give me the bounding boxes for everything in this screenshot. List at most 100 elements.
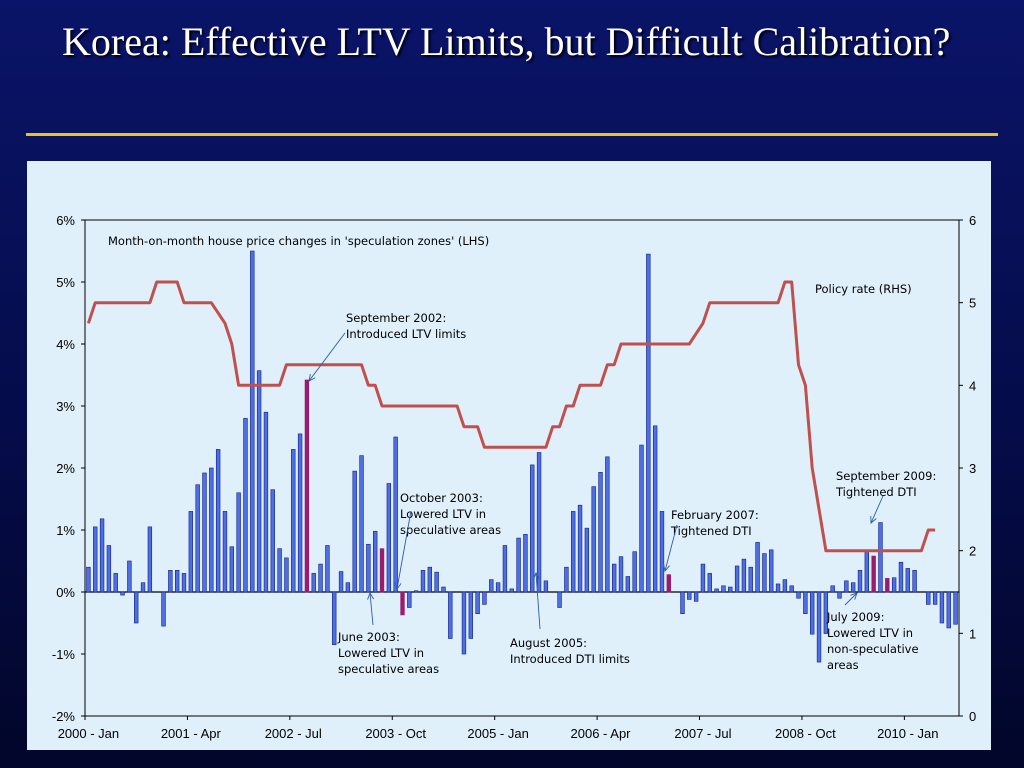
price-change-bar (891, 577, 897, 593)
price-change-bar (755, 542, 760, 593)
price-change-bar (188, 511, 194, 593)
price-change-bar (215, 449, 221, 593)
price-change-bar (775, 583, 781, 593)
note-jul-2009-line: July 2009: (826, 610, 884, 624)
left-axis-tick-label: -1% (52, 647, 76, 662)
note-aug-2005-line: August 2005: (510, 636, 587, 650)
price-change-bar (837, 591, 842, 599)
price-change-bar (270, 489, 275, 593)
price-change-bar (407, 591, 412, 608)
price-change-bar (782, 579, 788, 593)
price-change-bar (932, 591, 938, 605)
price-change-bar (530, 464, 535, 593)
price-change-bar (229, 546, 234, 593)
note-jun-2003-line: speculative areas (338, 662, 439, 676)
price-change-bar (495, 582, 501, 593)
price-change-bar (489, 579, 494, 593)
price-change-bar (352, 470, 357, 593)
price-change-bar (413, 590, 419, 593)
price-change-bar (571, 511, 576, 593)
price-change-bar (318, 563, 323, 593)
price-change-bar (277, 548, 282, 593)
note-aug-2005-line: Introduced DTI limits (510, 652, 630, 666)
price-change-bar (325, 545, 330, 593)
price-change-bar (864, 549, 869, 593)
right-axis-tick-label: 0 (969, 709, 976, 724)
price-change-bar (509, 588, 514, 593)
chart-annotations: Month-on-month house price changes in 's… (108, 234, 936, 676)
note-feb-2007: February 2007: Tightened DTI (670, 508, 759, 538)
price-change-bar (236, 492, 241, 593)
price-change-bar (420, 569, 426, 593)
price-change-bar (523, 534, 528, 593)
rhs-series-label: Policy rate (RHS) (815, 282, 912, 296)
note-jul-2009-line: Lowered LTV in (827, 626, 913, 640)
price-change-bar (878, 522, 883, 593)
arrow-feb-2007 (664, 524, 678, 572)
x-axis-tick-label: 2000 - Jan (58, 726, 119, 741)
note-sep-2002-line: September 2002: (346, 311, 446, 325)
note-sep-2009-line: Tightened DTI (835, 485, 917, 499)
chart-bars (86, 250, 958, 663)
x-axis-tick-label: 2001 - Apr (161, 726, 222, 741)
left-axis-tick-label: 2% (56, 461, 75, 476)
note-oct-2003-line: speculative areas (400, 523, 501, 537)
price-change-bar (700, 563, 706, 593)
note-jul-2009-line: non-speculative (827, 642, 919, 656)
price-change-bar (564, 566, 569, 593)
price-change-bar (830, 585, 835, 593)
price-change-bar (127, 560, 132, 593)
price-change-bar (850, 582, 856, 593)
price-change-bar (769, 549, 774, 593)
price-change-bar (393, 436, 398, 593)
x-axis-tick-label: 2003 - Oct (365, 726, 426, 741)
price-change-bar (256, 370, 262, 593)
note-jun-2003-line: June 2003: (337, 630, 400, 644)
price-change-bar (482, 591, 487, 605)
title-divider (26, 133, 998, 136)
arrow-sep-2002-head (308, 374, 316, 382)
price-change-bar (591, 486, 596, 593)
arrow-aug-2005-head (532, 571, 540, 580)
price-change-bar (291, 449, 296, 593)
price-change-bar (810, 591, 815, 635)
left-axis-tick-label: 6% (56, 213, 75, 228)
price-change-bar (953, 591, 958, 625)
note-sep-2002: September 2002: Introduced LTV limits (346, 311, 466, 341)
price-change-bar (134, 591, 139, 624)
left-axis-tick-label: 5% (56, 275, 75, 290)
arrow-jun-2003-head (367, 591, 375, 600)
price-change-bar (639, 444, 644, 593)
chart-panel: 6% 5% 4% 3% 2% 1% 0% -1% -2% 6 5 4 3 2 1 0 2000 - Jan 200… (27, 161, 991, 750)
price-change-bar (618, 556, 624, 593)
lhs-series-label: Month-on-month house price changes in 's… (108, 234, 489, 248)
policy-event-bar (871, 555, 876, 593)
right-axis-tick-label: 5 (969, 296, 976, 311)
price-change-bar (646, 253, 651, 593)
arrow-feb-2007-head (663, 564, 670, 573)
arrow-oct-2003-head (394, 582, 402, 591)
note-oct-2003-line: Lowered LTV in (400, 507, 486, 521)
note-sep-2009-line: September 2009: (836, 469, 936, 483)
price-change-bar (659, 511, 665, 593)
price-change-bar (243, 418, 248, 593)
price-change-bar (612, 563, 617, 593)
price-change-bar (284, 557, 289, 593)
price-change-bar (536, 452, 542, 593)
price-change-bar (680, 591, 685, 615)
price-change-bar (652, 425, 658, 593)
right-axis-tick-label: 6 (969, 213, 976, 228)
price-change-bar (898, 561, 904, 593)
price-change-bar (373, 530, 378, 593)
price-change-bar (448, 591, 453, 639)
arrow-jul-2009 (844, 592, 858, 606)
lhs-series-label-line: Month-on-month house price changes in 's… (108, 234, 489, 248)
price-change-bar (816, 591, 822, 663)
note-feb-2007-line: Tightened DTI (670, 524, 752, 538)
policy-rate-line (86, 280, 936, 553)
price-change-bar (222, 511, 228, 593)
price-change-bar (734, 565, 740, 593)
price-change-bar (632, 551, 637, 593)
price-change-bar (625, 576, 631, 593)
price-change-bar (209, 467, 214, 593)
